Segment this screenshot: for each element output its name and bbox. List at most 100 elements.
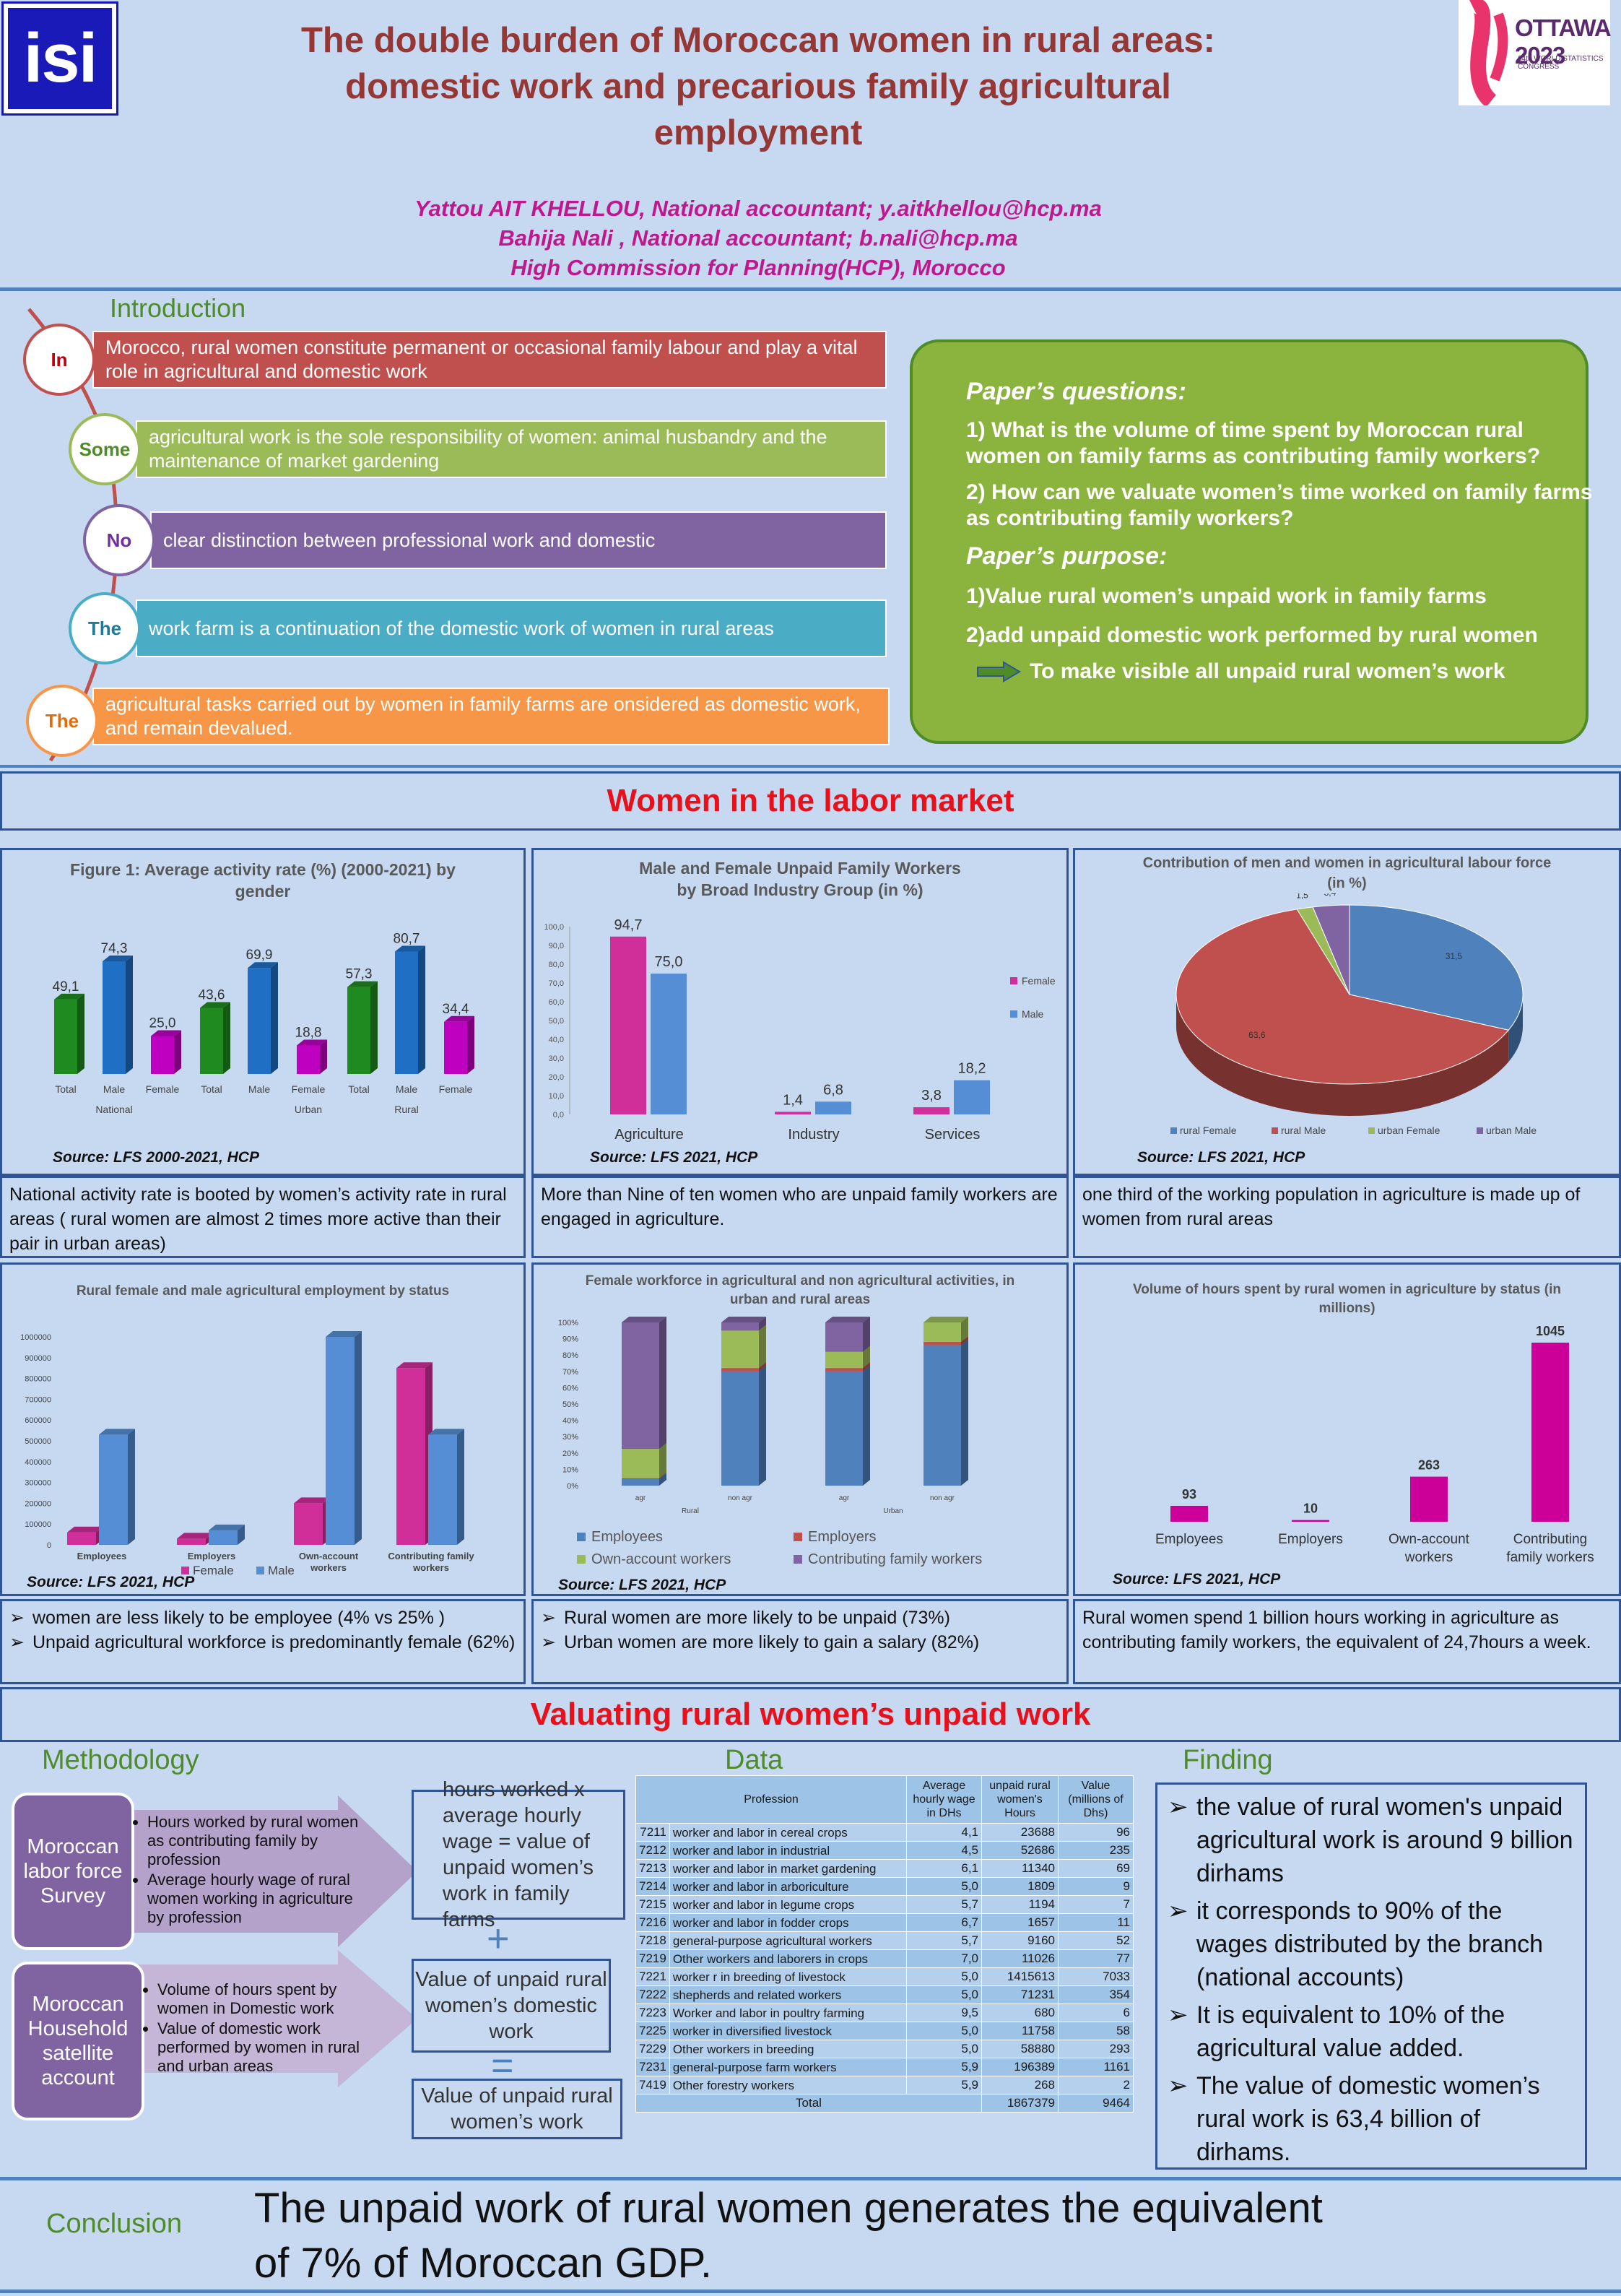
fig2-y-tick: 20,0 xyxy=(549,1073,564,1082)
cell-code: 7211 xyxy=(635,1823,670,1842)
figure-3-chart: 31,5 63,6 1,5 3,4 rural Female rural Male urba… xyxy=(1170,893,1537,1136)
fig4-category-label: Own-account xyxy=(299,1551,359,1561)
figure-2-source: Source: LFS 2021, HCP xyxy=(590,1149,758,1166)
fig4-y-tick: 500000 xyxy=(25,1437,51,1446)
cell-wage: 4,1 xyxy=(906,1823,982,1842)
figure-5-title: Female workforce in agricultural and non… xyxy=(534,1272,1066,1309)
fig2-category-label: Services xyxy=(925,1127,981,1143)
fig1-category-label: Total xyxy=(201,1083,222,1095)
fig4-y-tick: 600000 xyxy=(25,1416,51,1425)
cell-profession: worker and labor in cereal crops xyxy=(669,1823,908,1842)
intro-heading: Introduction xyxy=(110,293,246,323)
figure-4-panel: Rural female and male agricultural emplo… xyxy=(0,1262,526,1596)
fig5-category-label: agr xyxy=(635,1494,646,1502)
fig1-value-label: 74,3 xyxy=(101,941,128,956)
fig4-legend-swatch xyxy=(181,1567,189,1574)
fig5-y-tick: 90% xyxy=(562,1335,578,1344)
method-list-item: Hours worked by rural women as contribut… xyxy=(147,1813,370,1869)
figure-1-chart: 49,1 Total 74,3 Male 25,0 Female 43,6 Total 69,9… xyxy=(53,932,474,1115)
cell-profession: worker and labor in industrial xyxy=(669,1841,908,1860)
fig5-legend-label: Own-account workers xyxy=(591,1551,731,1567)
fig2-y-tick: 80,0 xyxy=(549,961,564,969)
caption-4-bullet: Unpaid agricultural workforce is predomi… xyxy=(9,1630,516,1655)
table-row: 7221 worker r in breeding of livestock 5,0… xyxy=(635,1967,1134,1986)
fig5-legend-swatch xyxy=(794,1555,802,1564)
cell-hours: 196389 xyxy=(981,2058,1059,2076)
table-row: 7219 Other workers and laborers in crops 7… xyxy=(635,1949,1134,1968)
method-output-text: hours worked x average hourly wage = val… xyxy=(443,1778,594,1931)
fig6-category-label: Employers xyxy=(1278,1532,1343,1547)
cell-wage: 7,0 xyxy=(906,1949,982,1968)
fig1-category-label: Total xyxy=(55,1083,77,1095)
fig4-male-bar xyxy=(209,1524,245,1545)
fig2-category-label: Industry xyxy=(788,1127,839,1143)
fig2-male-bar xyxy=(651,974,687,1114)
table-row: 7419 Other forestry workers 5,9 268 2 xyxy=(635,2076,1134,2094)
cell-value: 293 xyxy=(1058,2040,1134,2058)
title-line-3: employment xyxy=(653,113,863,152)
method-arrow-1 xyxy=(129,1795,417,1947)
title-line-1: The double burden of Moroccan women in r… xyxy=(300,21,1215,60)
divider xyxy=(0,287,1621,291)
method-output-text: Value of unpaid rural women’s work xyxy=(421,2084,613,2133)
cell-value: 6 xyxy=(1058,2003,1134,2022)
fig1-value-label: 49,1 xyxy=(53,979,79,995)
fig3-slice xyxy=(1349,904,1524,1031)
figure-1-title-line: Figure 1: Average activity rate (%) (200… xyxy=(70,860,456,879)
figure-1-title: Figure 1: Average activity rate (%) (200… xyxy=(2,859,523,902)
figure-2-title: Male and Female Unpaid Family Workers by… xyxy=(534,857,1066,901)
cell-hours: 268 xyxy=(981,2076,1059,2094)
fig4-y-tick: 1000000 xyxy=(20,1333,51,1342)
caption-6: Rural women spend 1 billion hours workin… xyxy=(1073,1599,1621,1684)
figure-2-panel: Male and Female Unpaid Family Workers by… xyxy=(531,848,1069,1176)
caption-5-bullet: Urban women are more likely to gain a sa… xyxy=(541,1630,1059,1655)
method-box-label: Moroccan Household satellite account xyxy=(27,1993,129,2089)
purpose-3-text: To make visible all unpaid rural women’s… xyxy=(1030,659,1505,683)
cell-profession: Worker and labor in poultry farming xyxy=(669,2003,908,2022)
fig2-value-label: 18,2 xyxy=(958,1061,986,1077)
fig6-value-label: 1045 xyxy=(1536,1324,1565,1338)
ottawa-logo-sub: 64th WORLD STATISTICS CONGRESS xyxy=(1518,55,1604,71)
fig1-category-label: Total xyxy=(348,1083,370,1095)
fig3-slice-label: 31,5 xyxy=(1446,951,1463,961)
cell-hours: 11026 xyxy=(981,1949,1059,1968)
caption-6-text: Rural women spend 1 billion hours workin… xyxy=(1082,1608,1591,1652)
cell-profession: general-purpose agricultural workers xyxy=(669,1931,908,1950)
fig5-bar-segment xyxy=(825,1365,870,1486)
plus-sign: + xyxy=(487,1917,510,1960)
cell-wage: 4,5 xyxy=(906,1841,982,1860)
cell-hours: 1657 xyxy=(981,1913,1059,1932)
caption-5: Rural women are more likely to be unpaid… xyxy=(531,1599,1069,1684)
fig1-value-label: 18,8 xyxy=(295,1026,322,1041)
cell-value: 354 xyxy=(1058,1985,1134,2004)
fig4-male-bar xyxy=(326,1331,362,1545)
fig5-legend-label: Contributing family workers xyxy=(808,1551,983,1567)
table-row: 7216 worker and labor in fodder crops 6,7 1… xyxy=(635,1913,1134,1932)
intro-item-text: agricultural work is the sole responsibi… xyxy=(149,426,827,472)
equals-sign: = xyxy=(491,2044,514,2087)
intro-circle-4: The xyxy=(69,592,141,664)
th-hourly-wage: Average hourly wage in DHs xyxy=(906,1775,982,1824)
cell-total-value: 9464 xyxy=(1058,2094,1134,2113)
method-output-1: hours worked x average hourly wage = val… xyxy=(412,1778,625,1931)
figure-1-panel: Figure 1: Average activity rate (%) (200… xyxy=(0,848,526,1176)
fig2-legend-swatch xyxy=(1010,977,1017,984)
method-list-2: Volume of hours spent by women in Domest… xyxy=(142,1980,373,2076)
cell-profession: worker in diversified livestock xyxy=(669,2022,908,2040)
table-header-row: Profession Average hourly wage in DHs un… xyxy=(635,1775,1134,1824)
cell-total-label: Total xyxy=(635,2094,982,2113)
conclusion-line: of 7% of Moroccan GDP. xyxy=(254,2240,713,2287)
finding-item: it corresponds to 90% of the wages distr… xyxy=(1168,1894,1578,1994)
cell-wage: 5,0 xyxy=(906,2022,982,2040)
fig2-y-tick: 60,0 xyxy=(549,998,564,1007)
cell-profession: Other forestry workers xyxy=(669,2076,908,2094)
cell-value: 96 xyxy=(1058,1823,1134,1842)
cell-code: 7222 xyxy=(635,1985,670,2004)
arrow-right-icon xyxy=(977,661,1021,683)
fig2-legend-male: Male xyxy=(1022,1008,1044,1020)
fig1-category-label: Female xyxy=(439,1083,473,1095)
intro-circle-1: In xyxy=(23,324,95,396)
fig4-y-tick: 900000 xyxy=(25,1354,51,1363)
fig3-slice-label: 3,4 xyxy=(1324,893,1337,898)
cell-hours: 23688 xyxy=(981,1823,1059,1842)
